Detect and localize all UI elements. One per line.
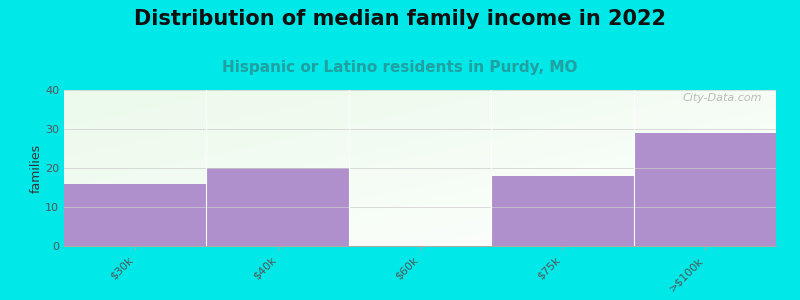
Text: Distribution of median family income in 2022: Distribution of median family income in …: [134, 9, 666, 29]
Y-axis label: families: families: [30, 143, 42, 193]
Text: City-Data.com: City-Data.com: [682, 93, 762, 103]
Bar: [206, 168, 349, 246]
Text: Hispanic or Latino residents in Purdy, MO: Hispanic or Latino residents in Purdy, M…: [222, 60, 578, 75]
Bar: [491, 176, 634, 246]
Bar: [64, 184, 206, 246]
Bar: [634, 133, 776, 246]
